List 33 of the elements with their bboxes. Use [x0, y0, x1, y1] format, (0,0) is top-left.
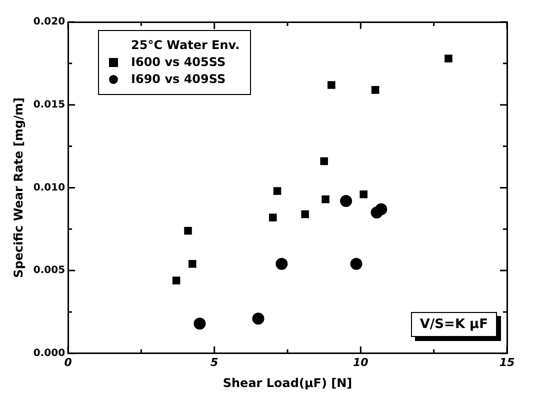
point — [320, 157, 328, 166]
y-tick-label: 0.005 — [33, 265, 66, 276]
point — [252, 312, 264, 325]
point — [184, 226, 192, 235]
point — [268, 214, 277, 222]
x-tick-label: 0 — [64, 356, 72, 369]
point — [328, 81, 336, 89]
point — [194, 318, 206, 330]
point — [350, 258, 362, 270]
legend-label: I690 vs 409SS — [131, 71, 226, 88]
point — [322, 195, 330, 204]
point — [340, 194, 352, 207]
point — [172, 276, 180, 284]
x-tick-label: 5 — [210, 356, 219, 369]
point — [188, 260, 196, 268]
y-tick-label: 0.010 — [33, 182, 66, 194]
point — [273, 187, 282, 195]
legend-title: 25°C Water Env. — [130, 37, 240, 54]
x-tick-label: 10 — [353, 356, 369, 369]
y-tick-label: 0.015 — [33, 99, 66, 110]
y-tick-label: 0.020 — [33, 16, 66, 28]
y-tick-label: 0.000 — [33, 348, 66, 359]
point — [360, 190, 368, 198]
x-axis-title: Shear Load(μF) [N] — [222, 376, 352, 390]
point — [301, 210, 309, 218]
point — [375, 203, 388, 216]
legend-label: I600 vs 405SS — [131, 54, 226, 71]
point — [371, 86, 380, 94]
point — [444, 54, 452, 62]
annotation: V/S=K μF — [410, 312, 497, 337]
x-tick-label: 15 — [499, 356, 515, 369]
point — [276, 258, 288, 270]
y-axis-title: Specific Wear Rate [mg/m] — [11, 98, 26, 278]
